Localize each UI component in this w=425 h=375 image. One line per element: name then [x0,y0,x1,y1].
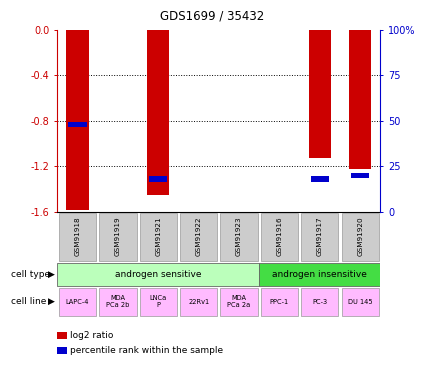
Bar [351,172,369,178]
Text: LAPC-4: LAPC-4 [66,299,89,305]
FancyBboxPatch shape [59,213,96,261]
Text: PC-3: PC-3 [312,299,327,305]
Text: cell type: cell type [11,270,50,279]
Text: androgen sensitive: androgen sensitive [115,270,201,279]
FancyBboxPatch shape [180,288,217,316]
Text: PPC-1: PPC-1 [270,299,289,305]
FancyBboxPatch shape [221,213,258,261]
FancyBboxPatch shape [99,288,136,316]
Bar [147,30,170,195]
Text: GSM91921: GSM91921 [155,216,162,256]
Text: MDA
PCa 2b: MDA PCa 2b [106,296,130,308]
Text: DU 145: DU 145 [348,299,372,305]
Text: GSM91920: GSM91920 [357,216,363,256]
Bar [68,122,87,128]
Text: LNCa
P: LNCa P [150,296,167,308]
FancyBboxPatch shape [261,213,298,261]
Bar [311,176,329,182]
FancyBboxPatch shape [140,213,177,261]
Text: GDS1699 / 35432: GDS1699 / 35432 [160,9,265,22]
Bar [66,30,89,210]
Bar [309,30,331,159]
Bar [349,30,371,169]
FancyBboxPatch shape [259,264,380,286]
Text: percentile rank within the sample: percentile rank within the sample [70,346,223,355]
Text: cell line: cell line [11,297,46,306]
FancyBboxPatch shape [301,288,338,316]
Text: GSM91918: GSM91918 [74,216,81,256]
Text: GSM91922: GSM91922 [196,216,202,256]
Text: GSM91917: GSM91917 [317,216,323,256]
FancyBboxPatch shape [261,288,298,316]
Text: androgen insensitive: androgen insensitive [272,270,367,279]
FancyBboxPatch shape [140,288,177,316]
FancyBboxPatch shape [57,264,259,286]
Text: GSM91923: GSM91923 [236,216,242,256]
FancyBboxPatch shape [342,213,379,261]
Text: ▶: ▶ [48,270,55,279]
FancyBboxPatch shape [180,213,217,261]
FancyBboxPatch shape [59,288,96,316]
Text: log2 ratio: log2 ratio [70,331,113,340]
FancyBboxPatch shape [99,213,136,261]
Text: 22Rv1: 22Rv1 [188,299,209,305]
FancyBboxPatch shape [342,288,379,316]
FancyBboxPatch shape [301,213,338,261]
FancyBboxPatch shape [221,288,258,316]
Text: MDA
PCa 2a: MDA PCa 2a [227,296,251,308]
Bar [149,176,167,182]
Text: GSM91916: GSM91916 [276,216,283,256]
Text: ▶: ▶ [48,297,55,306]
Text: GSM91919: GSM91919 [115,216,121,256]
